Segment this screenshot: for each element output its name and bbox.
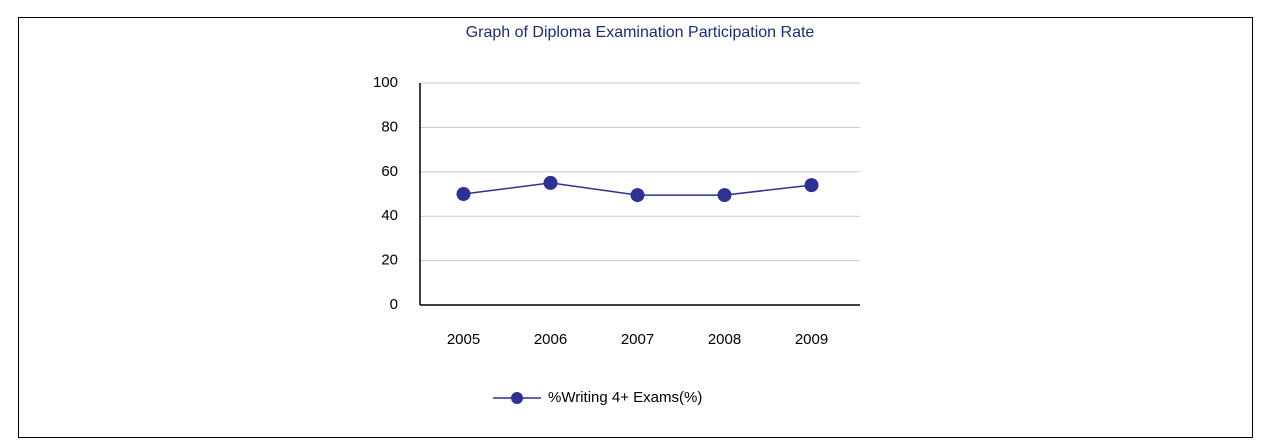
point (630, 188, 645, 203)
y-tick-label: 20 (381, 252, 398, 269)
x-tick-label: 2007 (621, 331, 654, 348)
point (717, 188, 732, 203)
point (456, 187, 471, 201)
x-tick-label: 2009 (795, 331, 828, 348)
y-tick-label: 0 (390, 296, 398, 313)
chart-frame (18, 17, 1253, 438)
x-tick-label: 2006 (534, 331, 567, 348)
chart-title: Graph of Diploma Examination Participati… (466, 24, 815, 41)
x-tick-label: 2008 (708, 331, 741, 348)
legend-marker (511, 392, 523, 404)
y-tick-label: 80 (381, 118, 398, 135)
x-tick-label: 2005 (447, 331, 480, 348)
point (804, 178, 819, 193)
y-tick-label: 100 (373, 74, 398, 91)
y-tick-label: 60 (381, 163, 398, 180)
point (543, 175, 558, 190)
y-tick-label: 40 (381, 207, 398, 224)
legend-label: %Writing 4+ Exams(%) (548, 389, 702, 406)
